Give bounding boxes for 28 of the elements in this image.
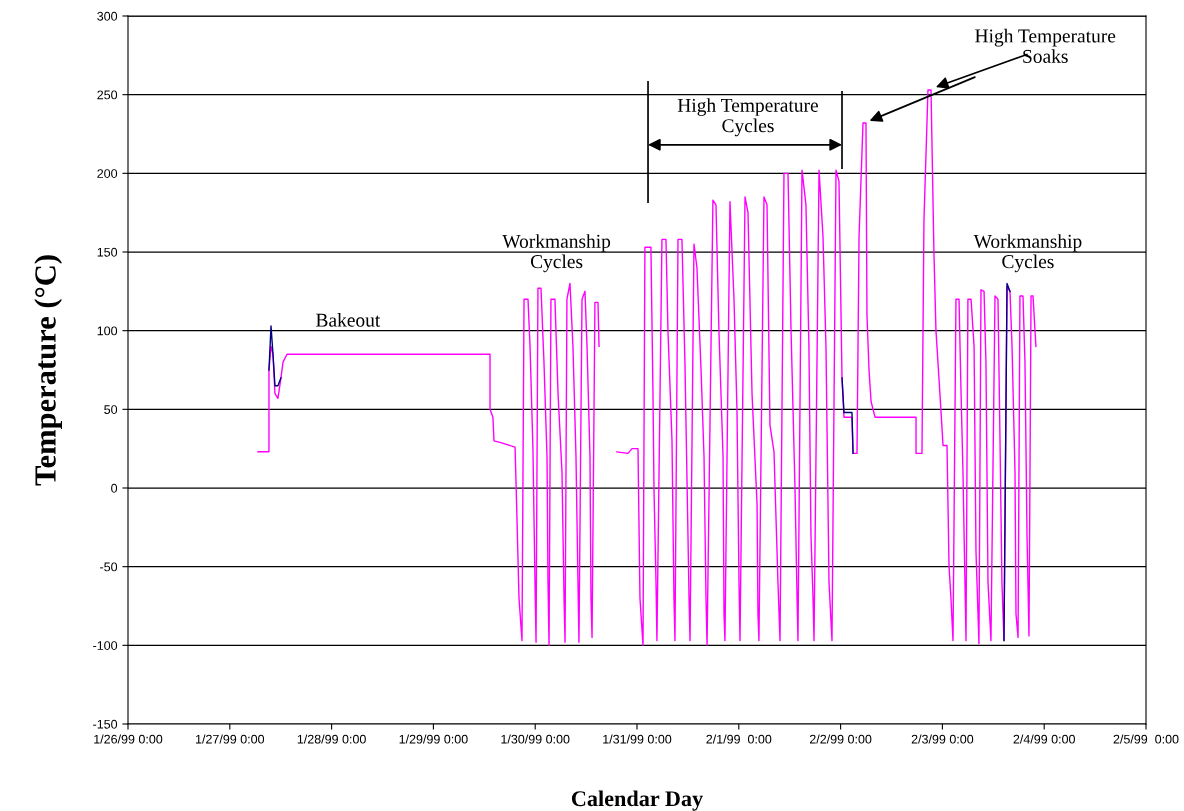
x-tick-label: 2/5/99 0:00 (1113, 734, 1179, 744)
annotation: High Temperature Soaks (975, 28, 1116, 63)
y-tick-label: -50 (100, 562, 118, 572)
annotation: Workmanship Cycles (973, 234, 1082, 273)
y-tick-label: 50 (104, 405, 118, 414)
x-tick-label: 2/1/99 0:00 (706, 734, 772, 744)
y-tick-label: 300 (97, 11, 118, 21)
x-tick-label: 1/26/99 0:00 (94, 734, 163, 744)
y-tick-label: 200 (97, 169, 118, 178)
y-tick-label: 0 (111, 483, 118, 493)
y-tick-label: 150 (97, 247, 118, 257)
annotation: High Temperature Cycles (677, 98, 818, 137)
annotation: Bakeout (316, 313, 381, 327)
y-tick-label: -100 (93, 641, 118, 650)
x-tick-label: 1/29/99 0:00 (399, 734, 468, 744)
y-tick-label: -150 (93, 719, 118, 729)
y-tick-label: 100 (97, 326, 118, 336)
x-tick-label: 1/30/99 0:00 (501, 734, 570, 744)
x-tick-label: 1/28/99 0:00 (297, 734, 366, 744)
x-tick-label: 2/2/99 0:00 (809, 734, 872, 744)
y-axis-title: Temperature (°C) (34, 255, 63, 486)
x-tick-label: 1/27/99 0:00 (196, 734, 265, 744)
x-tick-label: 2/4/99 0:00 (1013, 734, 1075, 744)
y-tick-label: 250 (97, 90, 118, 100)
x-tick-label: 1/31/99 0:00 (603, 734, 672, 744)
x-axis-title: Calendar Day (571, 790, 703, 811)
x-tick-label: 2/3/99 0:00 (911, 734, 974, 744)
annotation: Workmanship Cycles (502, 234, 611, 273)
